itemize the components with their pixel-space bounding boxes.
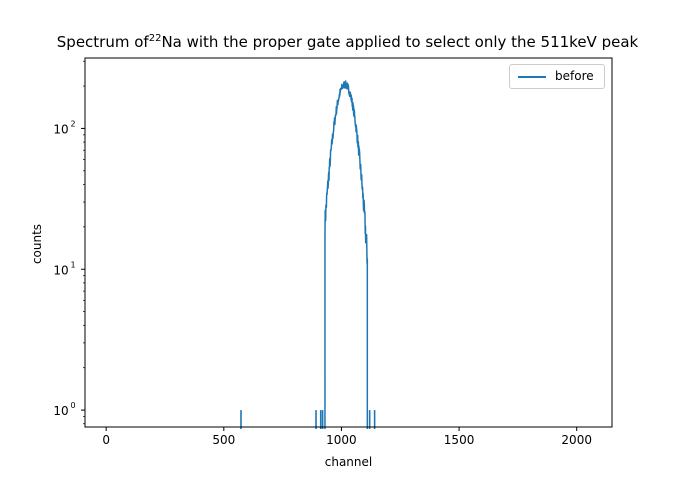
y-tick-label: 10	[53, 122, 68, 136]
legend: before	[509, 64, 605, 89]
data-line-before	[324, 80, 369, 430]
x-tick-label: 1500	[444, 433, 475, 447]
x-tick-label: 500	[212, 433, 235, 447]
y-tick-label: 10	[53, 404, 68, 418]
y-tick-exponent: 2	[70, 119, 75, 128]
y-tick-exponent: 1	[70, 260, 75, 269]
plot-frame	[84, 57, 613, 428]
x-tick-label: 2000	[561, 433, 592, 447]
legend-label-before: before	[555, 69, 594, 83]
x-axis-label: channel	[324, 455, 373, 469]
x-tick-label: 1000	[326, 433, 357, 447]
legend-swatch-before	[518, 76, 546, 78]
x-tick-label: 0	[102, 433, 110, 447]
y-tick-label: 10	[53, 263, 68, 277]
y-axis-label: counts	[30, 223, 44, 265]
y-tick-exponent: 0	[70, 401, 75, 410]
chart-title: Spectrum of22Na with the proper gate app…	[56, 33, 639, 51]
